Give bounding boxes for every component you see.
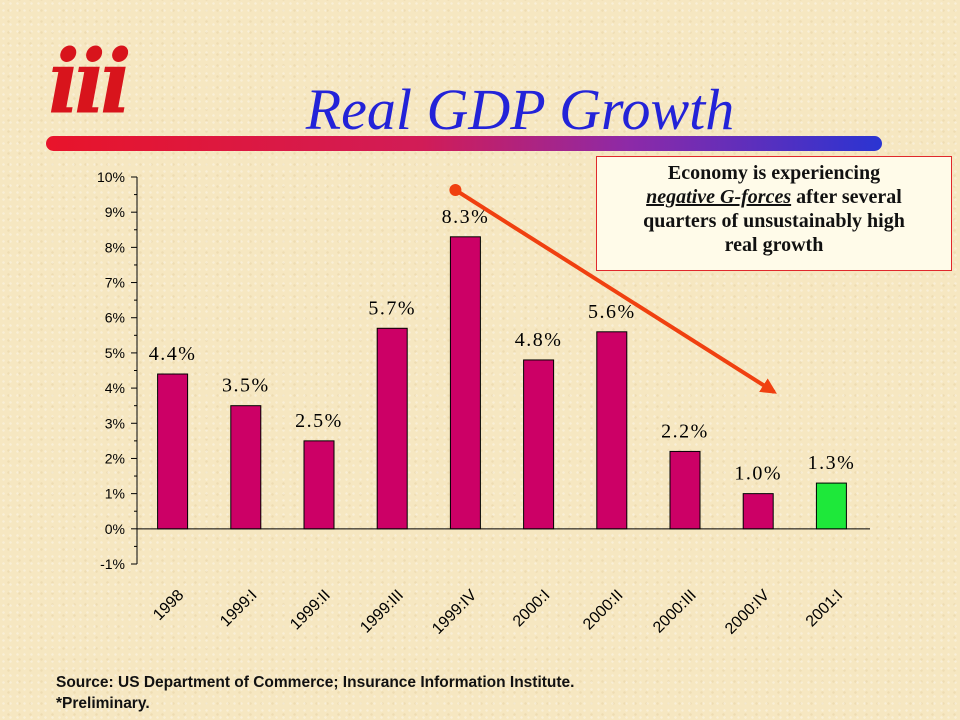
data-label: 5.7% bbox=[368, 297, 416, 319]
data-labels: 4.4% 3.5% 2.5% 5.7% 8.3% 4.8% 5.6% 2.2% 1.0% 1.3% bbox=[149, 206, 856, 485]
data-label: 1.3% bbox=[808, 452, 856, 474]
x-tick-label: 2001:I bbox=[803, 587, 846, 630]
x-tick-label: 1999:IV bbox=[429, 587, 480, 638]
callout-line-3: quarters of unsustainably high bbox=[643, 210, 905, 232]
x-tick-label: 2000:IV bbox=[722, 587, 773, 638]
bar-2001:I bbox=[815, 482, 847, 530]
data-label: 8.3% bbox=[442, 206, 490, 228]
data-label: 4.4% bbox=[149, 343, 197, 365]
y-tick-label: 5% bbox=[105, 345, 125, 361]
callout-emphasis: negative G-forces bbox=[646, 186, 792, 208]
y-tick-label: 4% bbox=[105, 380, 125, 396]
source-note: Source: US Department of Commerce; Insur… bbox=[56, 674, 575, 691]
y-tick-label: 6% bbox=[105, 310, 125, 326]
callout-line-4: real growth bbox=[724, 234, 824, 256]
data-label: 5.6% bbox=[588, 301, 636, 323]
x-tick-label: 2000:III bbox=[650, 587, 700, 637]
preliminary-note: *Preliminary. bbox=[56, 695, 150, 712]
iii-logo: iii bbox=[48, 29, 132, 134]
bar-1998 bbox=[157, 373, 189, 530]
x-axis-labels: 1998 1999:I 1999:II 1999:III 1999:IV 2000:I 20… bbox=[150, 587, 846, 638]
x-tick-label: 1999:III bbox=[357, 587, 407, 637]
y-tick-label: 9% bbox=[105, 204, 125, 220]
callout-line-2-rest: after several bbox=[791, 186, 902, 208]
y-tick-label: 0% bbox=[105, 521, 125, 537]
data-label: 2.5% bbox=[295, 410, 343, 432]
data-label: 1.0% bbox=[734, 463, 782, 485]
x-tick-label: 1999:I bbox=[217, 587, 260, 630]
trend-arrow bbox=[449, 184, 777, 394]
data-label: 2.2% bbox=[661, 420, 709, 442]
data-label: 4.8% bbox=[515, 329, 563, 351]
callout-line-1: Economy is experiencing bbox=[667, 162, 881, 184]
y-axis: 10% 9% 8% 7% 6% 5% 4% 3% 2% 1% 0% -1% bbox=[97, 169, 870, 572]
y-tick-label: 8% bbox=[105, 239, 125, 255]
y-tick-label: 3% bbox=[105, 415, 125, 431]
callout-box: Economy is experiencing negative G-force… bbox=[596, 156, 952, 271]
title-underline-bar bbox=[46, 136, 882, 151]
y-tick-label: 7% bbox=[105, 275, 125, 291]
x-tick-label: 2000:II bbox=[580, 587, 627, 634]
bar-1999:II bbox=[303, 440, 335, 530]
y-tick-label: 1% bbox=[105, 486, 125, 502]
bar-2000:I bbox=[523, 359, 555, 530]
footer: Source: US Department of Commerce; Insur… bbox=[56, 672, 574, 714]
x-tick-label: 1998 bbox=[150, 587, 187, 624]
bar-1999:I bbox=[230, 405, 262, 530]
page-title: Real GDP Growth bbox=[305, 77, 735, 142]
bars bbox=[157, 236, 847, 530]
bar-2000:III bbox=[669, 450, 701, 530]
y-tick-label: 10% bbox=[97, 169, 125, 185]
bar-2000:IV bbox=[742, 493, 774, 530]
y-tick-label: 2% bbox=[105, 450, 125, 466]
bar-1999:IV bbox=[449, 236, 481, 530]
arrow-line bbox=[454, 188, 777, 394]
y-tick-label: -1% bbox=[100, 556, 125, 572]
x-tick-label: 2000:I bbox=[510, 587, 553, 630]
bar-1999:III bbox=[376, 327, 408, 530]
bar-2000:II bbox=[596, 331, 628, 530]
x-tick-label: 1999:II bbox=[287, 587, 334, 634]
data-label: 3.5% bbox=[222, 375, 270, 397]
callout-line-2: negative G-forces after several bbox=[597, 185, 951, 209]
